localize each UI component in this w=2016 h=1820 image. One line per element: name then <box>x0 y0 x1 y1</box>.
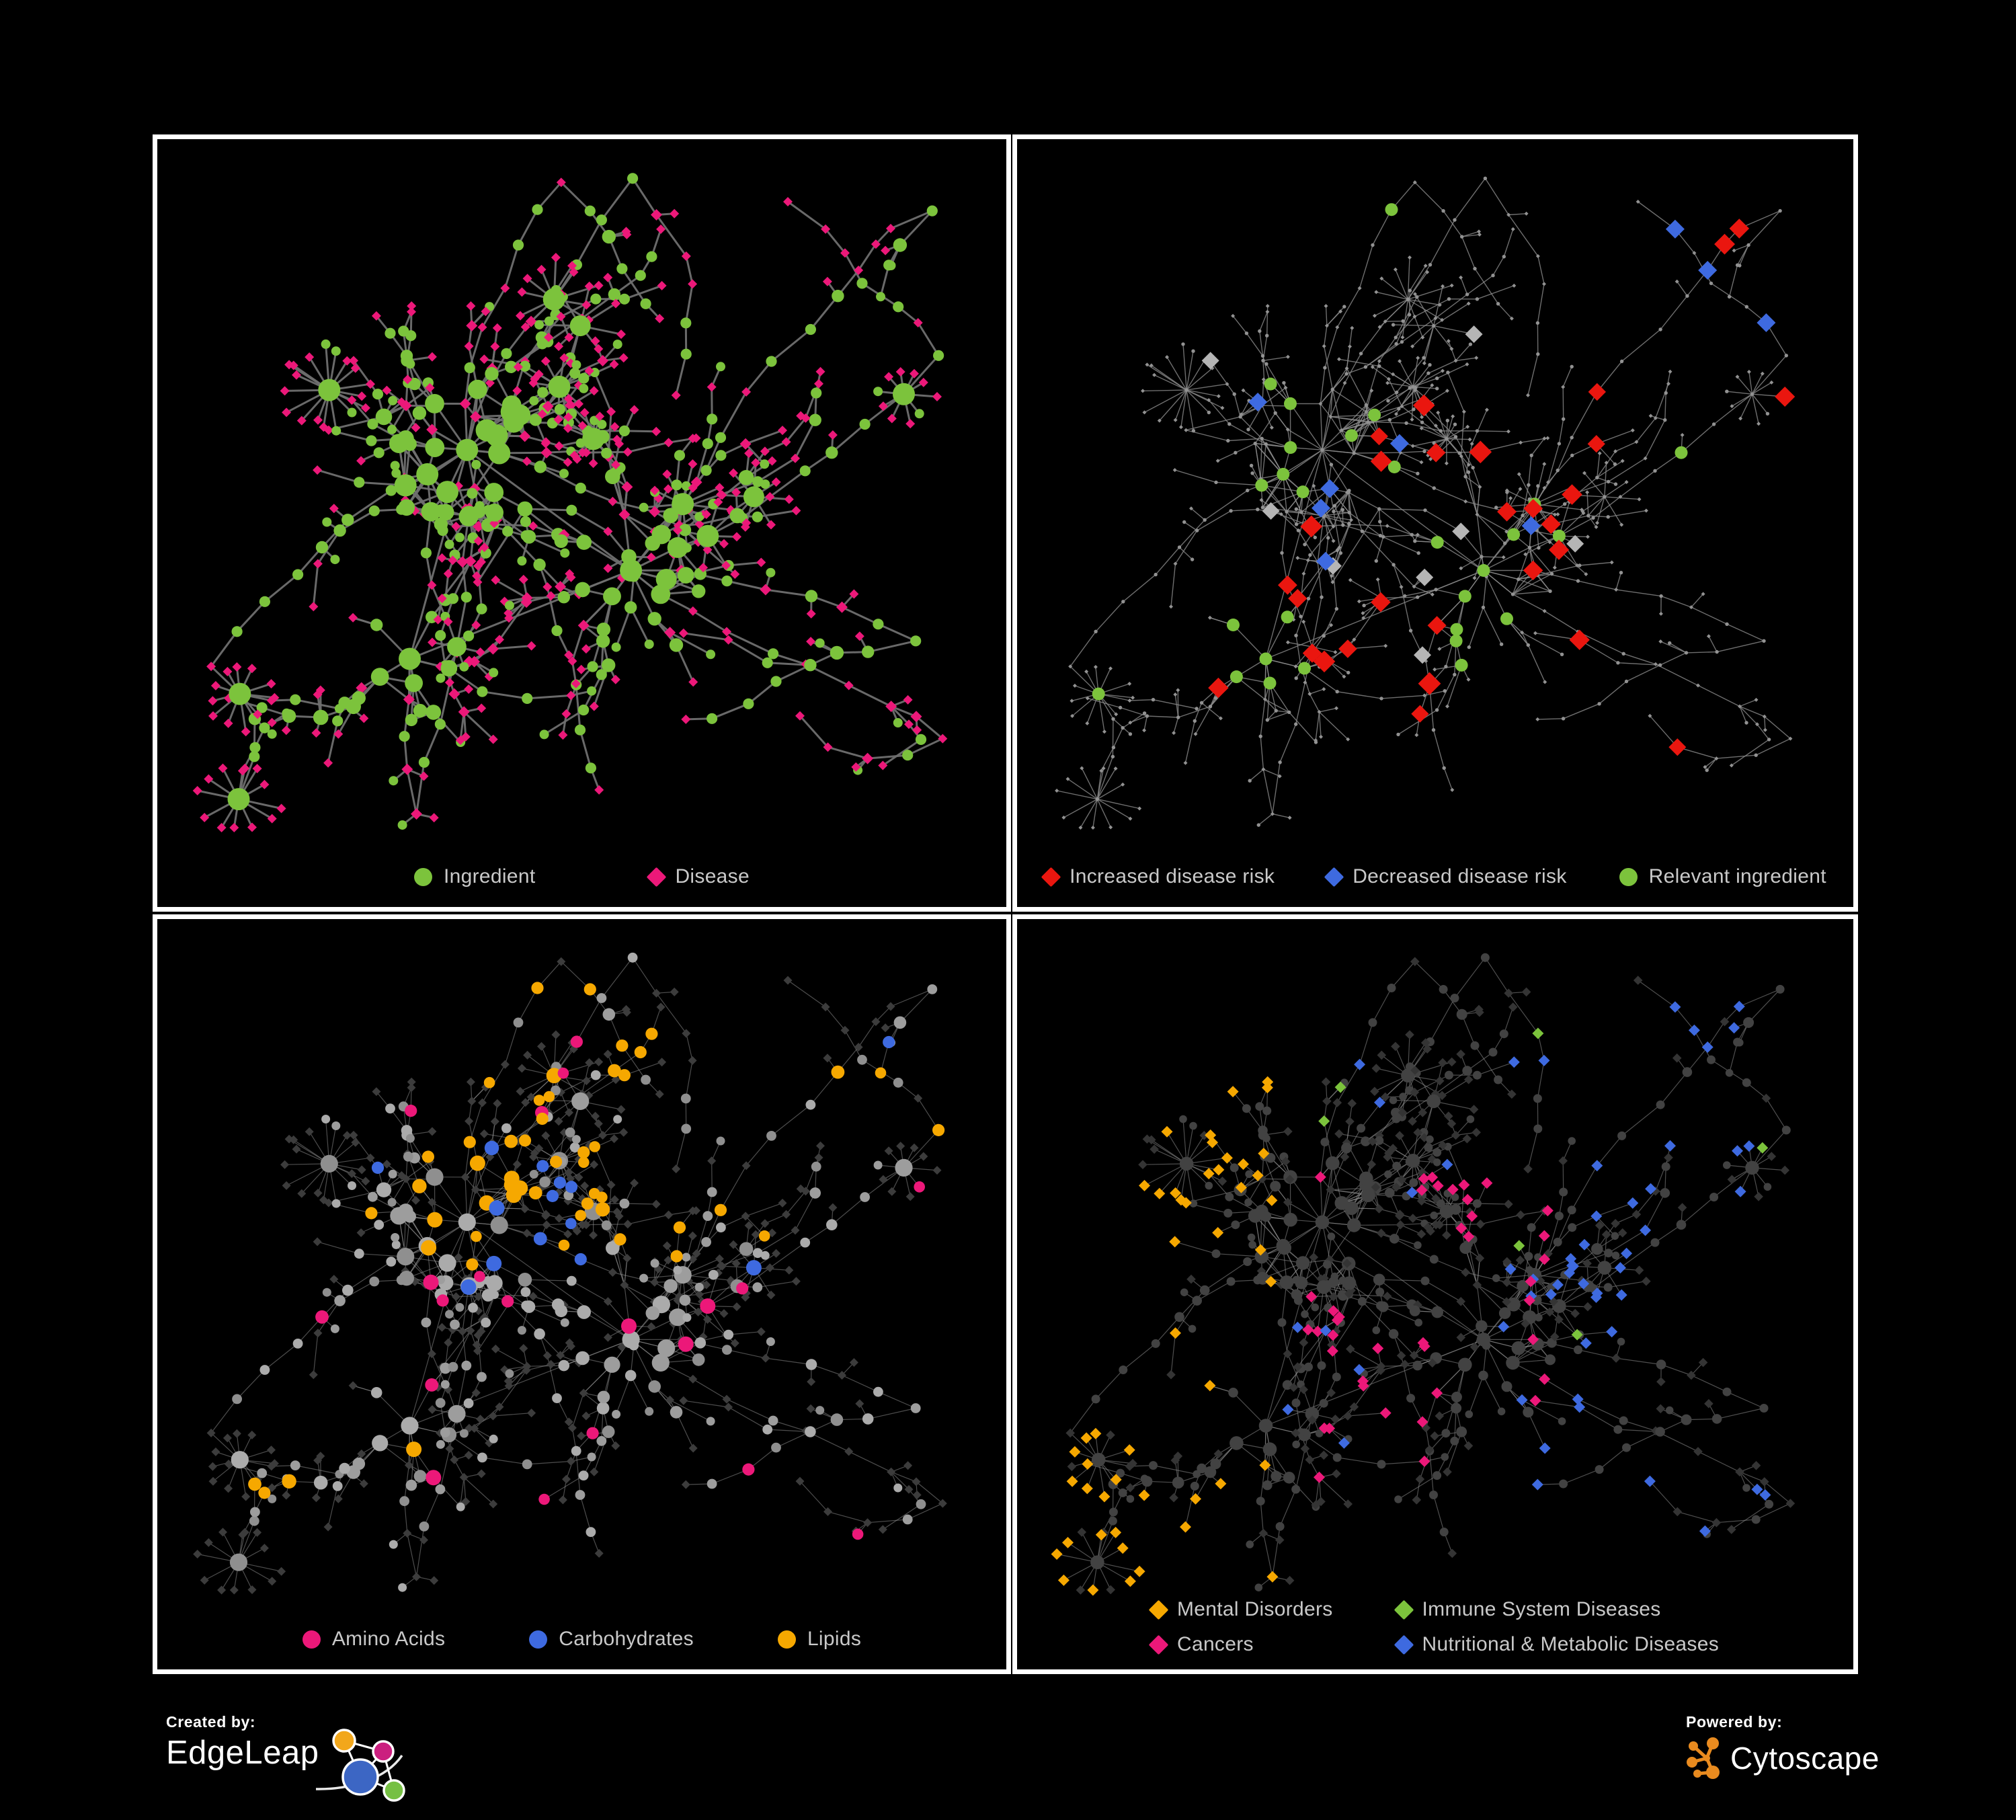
legend-label: Ingredient <box>444 865 536 887</box>
legend-label: Nutritional & Metabolic Diseases <box>1422 1633 1719 1655</box>
panel-nutrient-classes: Amino Acids Carbohydrates Lipids <box>153 914 1011 1674</box>
powered-by-block: Powered by: Cytosc <box>1686 1713 1880 1780</box>
legend-label: Amino Acids <box>331 1628 446 1650</box>
legend-item-nutrient-classes-0: Amino Acids <box>302 1628 446 1651</box>
legend-label: Lipids <box>807 1628 862 1650</box>
edgeleap-wordmark: EdgeLeap <box>166 1735 319 1771</box>
legend-item-disease-categories-1: Immune System Diseases <box>1394 1598 1719 1621</box>
legend-label: Relevant ingredient <box>1648 865 1826 887</box>
created-by-block: Created by: EdgeLeap <box>166 1713 417 1807</box>
legend-label: Increased disease risk <box>1070 865 1275 887</box>
legend-circle-icon <box>777 1630 796 1649</box>
legend-circle-icon <box>1619 867 1638 886</box>
edgeleap-logo-icon <box>316 1729 406 1802</box>
disease-risk-legend: Increased disease risk Decreased disease … <box>1017 865 1853 888</box>
legend-item-disease-risk-0: Increased disease risk <box>1041 865 1275 888</box>
panel-ingredient-disease: Ingredient Disease <box>153 134 1011 912</box>
panel-disease-risk: Increased disease risk Decreased disease … <box>1012 134 1858 912</box>
legend-item-disease-categories-2: Cancers <box>1148 1633 1333 1656</box>
legend-item-nutrient-classes-1: Carbohydrates <box>529 1628 694 1651</box>
legend-item-disease-categories-0: Mental Disorders <box>1148 1598 1333 1621</box>
legend-diamond-icon <box>1041 867 1061 887</box>
panel-disease-categories: Mental Disorders Immune System Diseases Ca… <box>1012 914 1858 1674</box>
legend-item-disease-categories-3: Nutritional & Metabolic Diseases <box>1394 1633 1719 1656</box>
legend-diamond-icon <box>647 867 667 887</box>
legend-circle-icon <box>302 1630 321 1649</box>
legend-item-disease-risk-2: Relevant ingredient <box>1619 865 1826 888</box>
legend-diamond-icon <box>1148 1599 1169 1620</box>
legend-label: Mental Disorders <box>1177 1598 1333 1620</box>
legend-diamond-icon <box>1148 1634 1169 1655</box>
disease-categories-network-graph <box>1051 953 1796 1596</box>
ingredient-disease-legend: Ingredient Disease <box>157 865 1006 888</box>
powered-by-label: Powered by: <box>1686 1713 1783 1731</box>
legend-label: Cancers <box>1177 1633 1254 1655</box>
cytoscape-wordmark: Cytoscape <box>1730 1741 1880 1776</box>
legend-item-disease-risk-1: Decreased disease risk <box>1324 865 1567 888</box>
nutrient-classes-network-graph <box>193 952 947 1595</box>
ingredient-disease-network-graph <box>192 173 948 832</box>
legend-circle-icon <box>529 1630 548 1649</box>
legend-diamond-icon <box>1324 867 1344 887</box>
created-by-label: Created by: <box>166 1713 256 1731</box>
legend-label: Immune System Diseases <box>1422 1598 1661 1620</box>
disease-categories-legend: Mental Disorders Immune System Diseases Ca… <box>1017 1598 1853 1656</box>
legend-item-nutrient-classes-2: Lipids <box>777 1628 862 1651</box>
legend-label: Decreased disease risk <box>1353 865 1567 887</box>
legend-circle-icon <box>414 867 433 886</box>
disease-risk-network-graph <box>1055 176 1796 830</box>
cytoscape-logo-icon <box>1687 1737 1720 1779</box>
legend-label: Carbohydrates <box>559 1628 694 1650</box>
legend-diamond-icon <box>1394 1634 1414 1655</box>
nutrient-classes-legend: Amino Acids Carbohydrates Lipids <box>157 1628 1006 1651</box>
legend-item-ingredient-disease-0: Ingredient <box>414 865 535 888</box>
legend-diamond-icon <box>1394 1599 1414 1620</box>
legend-label: Disease <box>675 865 750 887</box>
legend-item-ingredient-disease-1: Disease <box>647 865 750 888</box>
